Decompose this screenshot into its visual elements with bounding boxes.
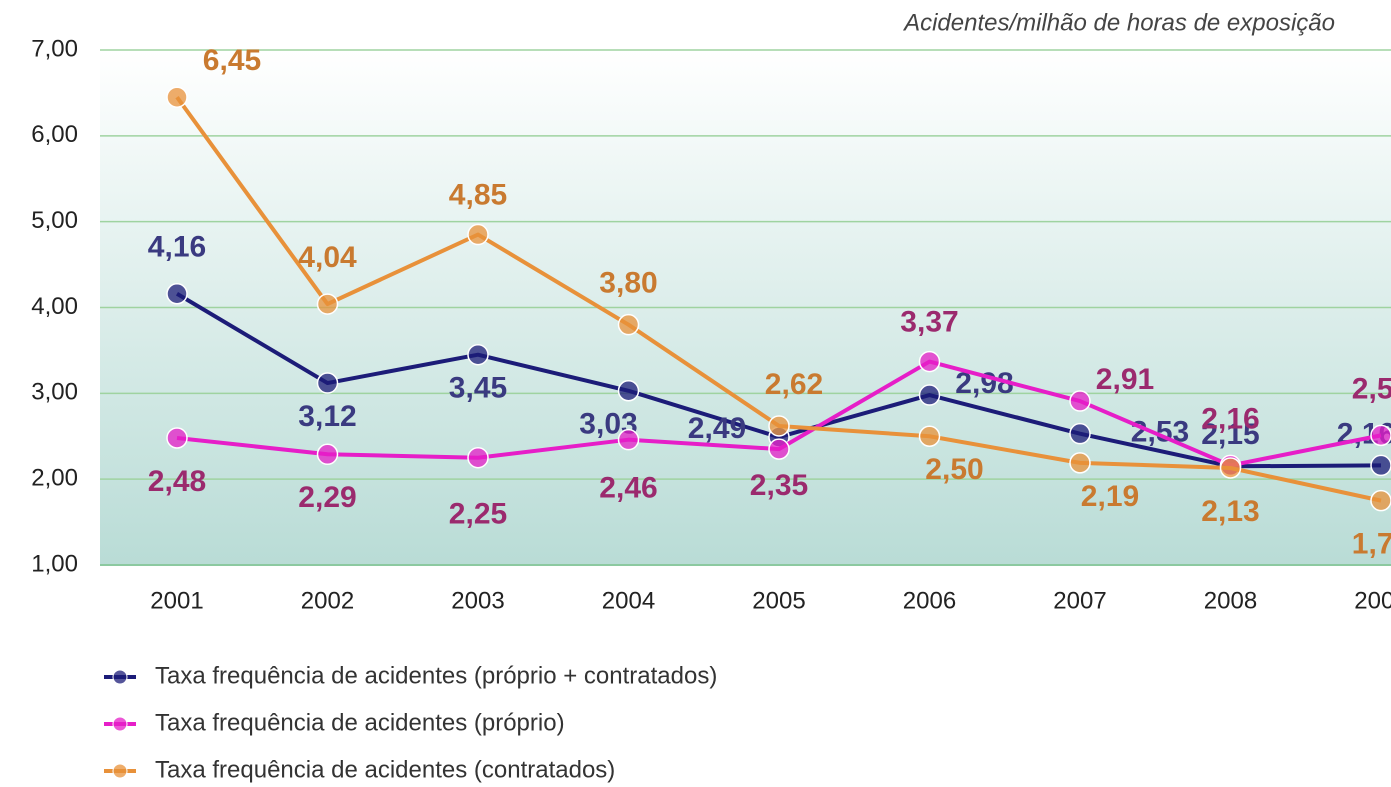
data-label: 2,13 [1201, 495, 1259, 528]
point-marker [918, 384, 941, 406]
x-tick-label: 2006 [903, 587, 956, 614]
data-label: 2,16 [1201, 402, 1259, 435]
point-marker [1370, 424, 1391, 447]
point-marker [617, 380, 640, 402]
y-tick-label: 2,00 [31, 465, 78, 492]
point-marker [1370, 489, 1391, 512]
point-marker [617, 428, 640, 451]
data-label: 3,80 [599, 267, 657, 300]
data-label: 2,91 [1096, 363, 1154, 396]
legend-label: Taxa frequência de acidentes (próprio + … [155, 662, 717, 689]
point-marker [166, 283, 188, 305]
point-marker [316, 372, 339, 394]
data-label: 2,25 [449, 498, 507, 531]
point-marker [617, 313, 640, 336]
legend-swatch-marker [112, 669, 128, 685]
x-tick-label: 2007 [1053, 587, 1106, 614]
y-tick-label: 3,00 [31, 379, 78, 406]
x-tick-label: 2004 [602, 587, 655, 614]
x-tick-label: 2003 [451, 587, 504, 614]
y-tick-label: 4,00 [31, 293, 78, 320]
x-tick-label: 2001 [150, 587, 203, 614]
point-marker [467, 446, 489, 469]
x-tick-label: 2005 [752, 587, 805, 614]
point-marker [768, 438, 790, 460]
legend-label: Taxa frequência de acidentes (contratado… [155, 756, 615, 783]
y-tick-label: 5,00 [31, 207, 78, 234]
data-label: 2,48 [148, 465, 206, 498]
y-tick-label: 6,00 [31, 121, 78, 148]
point-marker [918, 350, 941, 373]
legend-swatch-marker [112, 763, 128, 779]
x-tick-label: 2002 [301, 587, 354, 614]
data-label: 2,29 [298, 481, 356, 514]
y-tick-label: 1,00 [31, 550, 78, 577]
point-marker [1370, 454, 1391, 477]
data-label: 2,51 [1352, 372, 1391, 405]
point-marker [1069, 390, 1091, 412]
data-label: 2,46 [599, 472, 657, 505]
data-label: 3,12 [298, 400, 356, 433]
point-marker [166, 86, 188, 108]
data-label: 1,75 [1352, 528, 1391, 561]
data-label: 2,50 [925, 453, 983, 486]
data-label: 6,45 [203, 44, 261, 77]
point-marker [1069, 422, 1091, 445]
data-label: 2,49 [688, 412, 746, 445]
point-marker [1219, 457, 1242, 479]
point-marker [166, 427, 188, 449]
data-label: 3,37 [900, 305, 958, 338]
point-marker [467, 343, 489, 366]
data-label: 3,45 [449, 372, 507, 405]
data-label: 4,85 [449, 178, 507, 211]
x-tick-label: 2008 [1204, 587, 1257, 614]
data-label: 2,15 [1201, 418, 1259, 451]
point-marker [1069, 452, 1091, 474]
y-tick-label: 7,00 [31, 35, 78, 62]
data-label: 2,62 [765, 368, 823, 401]
point-marker [918, 425, 941, 447]
point-marker [316, 293, 339, 315]
point-marker [316, 443, 339, 466]
data-label: 2,35 [750, 469, 808, 502]
subtitle: Acidentes/milhão de horas de exposição [902, 9, 1335, 36]
point-marker [467, 223, 489, 246]
data-label: 4,16 [148, 231, 206, 264]
legend-label: Taxa frequência de acidentes (próprio) [155, 709, 565, 736]
point-marker [768, 415, 790, 437]
legend-swatch-marker [112, 716, 128, 732]
data-label: 2,19 [1081, 480, 1139, 513]
data-label: 4,04 [298, 241, 357, 274]
x-tick-label: 2009 [1354, 587, 1391, 614]
